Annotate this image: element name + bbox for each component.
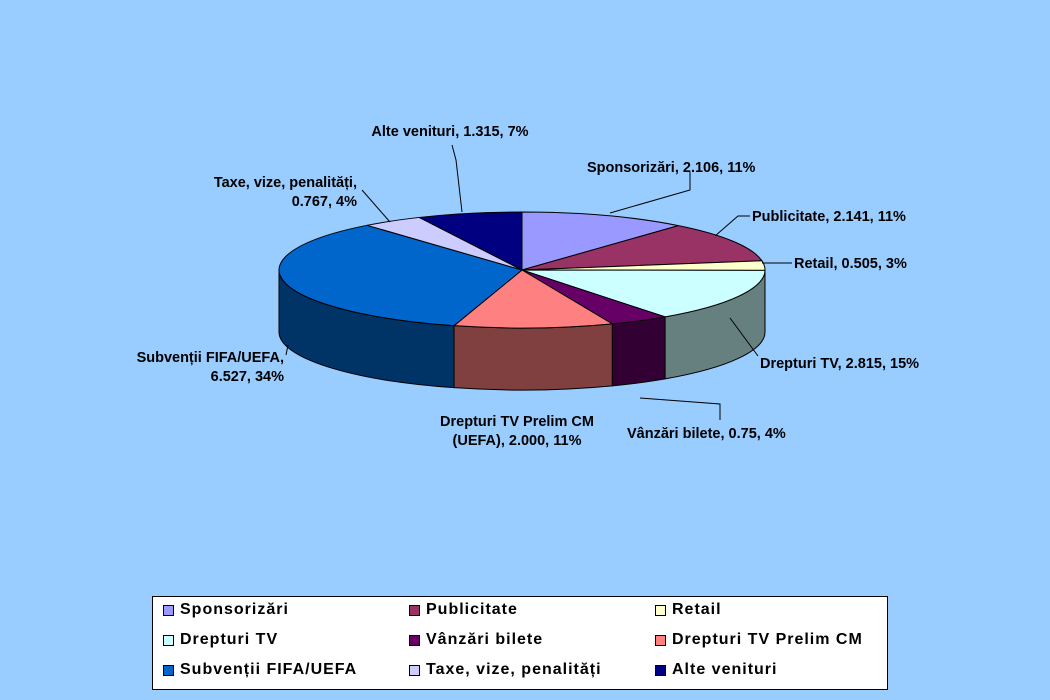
legend-label-alte-venituri: Alte venituri xyxy=(672,661,778,678)
pie-slice-alte-venituri xyxy=(417,211,523,271)
legend-swatch-publicitate xyxy=(409,604,420,616)
data-label-subventii-fifa-uefa: Subvenții FIFA/UEFA, 6.527, 34% xyxy=(137,350,285,385)
pie-slice-drepturi-tv-prelim-cm xyxy=(452,269,614,329)
leader-line-drepturi-tv xyxy=(729,317,759,357)
legend-item-retail: Retail xyxy=(655,599,722,621)
legend-swatch-drepturi-tv-prelim-cm xyxy=(655,634,666,646)
legend-swatch-alte-venituri xyxy=(655,664,666,676)
legend-swatch-subventii-fifa-uefa xyxy=(163,664,174,676)
leader-line-sponsorizari xyxy=(609,172,691,214)
pie-top-faces xyxy=(278,211,766,329)
legend-item-vanzari-bilete: Vânzări bilete xyxy=(409,629,543,651)
legend-label-drepturi-tv-prelim-cm: Drepturi TV Prelim CM xyxy=(672,631,863,648)
legend-label-publicitate: Publicitate xyxy=(426,601,518,618)
legend-item-taxe-vize-penalitati: Taxe, vize, penalități xyxy=(409,659,602,681)
legend-label-vanzari-bilete: Vânzări bilete xyxy=(426,631,544,648)
pie-slice-publicitate xyxy=(521,225,763,271)
legend-label-sponsorizari: Sponsorizări xyxy=(180,601,289,618)
legend-swatch-drepturi-tv xyxy=(163,634,174,646)
data-label-drepturi-tv: Drepturi TV, 2.815, 15% xyxy=(760,356,919,372)
legend-label-retail: Retail xyxy=(672,601,722,618)
data-label-vanzari-bilete: Vânzări bilete, 0.75, 4% xyxy=(627,426,786,442)
legend-item-alte-venituri: Alte venituri xyxy=(655,659,777,681)
pie-side-walls xyxy=(278,269,766,391)
legend-label-subventii-fifa-uefa: Subvenții FIFA/UEFA xyxy=(180,661,358,678)
pie-slice-drepturi-tv xyxy=(521,269,766,318)
pie-slice-subventii-fifa-uefa xyxy=(278,224,524,327)
data-label-taxe-vize-penalitati: Taxe, vize, penalități, 0.767, 4% xyxy=(214,175,357,210)
leader-line-publicitate xyxy=(714,215,750,237)
data-label-publicitate: Publicitate, 2.141, 11% xyxy=(752,209,906,225)
legend-item-publicitate: Publicitate xyxy=(409,599,518,621)
leader-line-taxe-vize-penalitati xyxy=(361,189,391,223)
legend-item-drepturi-tv-prelim-cm: Drepturi TV Prelim CM xyxy=(655,629,863,651)
chart-legend: Sponsorizări Publicitate Retail Drepturi TV… xyxy=(152,596,888,690)
legend-swatch-sponsorizari xyxy=(163,604,174,616)
data-label-retail: Retail, 0.505, 3% xyxy=(794,256,907,272)
legend-swatch-taxe-vize-penalitati xyxy=(409,664,420,676)
pie-side-vanzari-bilete xyxy=(611,316,666,387)
data-label-sponsorizari: Sponsorizări, 2.106, 11% xyxy=(587,160,756,176)
pie-side-drepturi-tv-prelim-cm xyxy=(453,323,613,391)
legend-swatch-retail xyxy=(655,604,666,616)
data-label-alte-venituri: Alte venituri, 1.315, 7% xyxy=(371,124,528,140)
legend-item-drepturi-tv: Drepturi TV xyxy=(163,629,278,651)
legend-item-sponsorizari: Sponsorizări xyxy=(163,599,289,621)
data-label-drepturi-tv-prelim-cm: Drepturi TV Prelim CM (UEFA), 2.000, 11% xyxy=(440,414,594,449)
legend-label-drepturi-tv: Drepturi TV xyxy=(180,631,279,648)
pie-slice-sponsorizari xyxy=(521,211,679,271)
leader-line-alte-venituri xyxy=(451,144,463,213)
legend-label-taxe-vize-penalitati: Taxe, vize, penalități xyxy=(426,661,602,678)
legend-item-subventii-fifa-uefa: Subvenții FIFA/UEFA xyxy=(163,659,357,681)
pie-data-labels: Sponsorizări, 2.106, 11% Publicitate, 2.1… xyxy=(137,124,920,449)
leader-line-subventii-fifa-uefa xyxy=(285,344,289,356)
legend-swatch-vanzari-bilete xyxy=(409,634,420,646)
leader-line-vanzari-bilete xyxy=(639,397,721,420)
